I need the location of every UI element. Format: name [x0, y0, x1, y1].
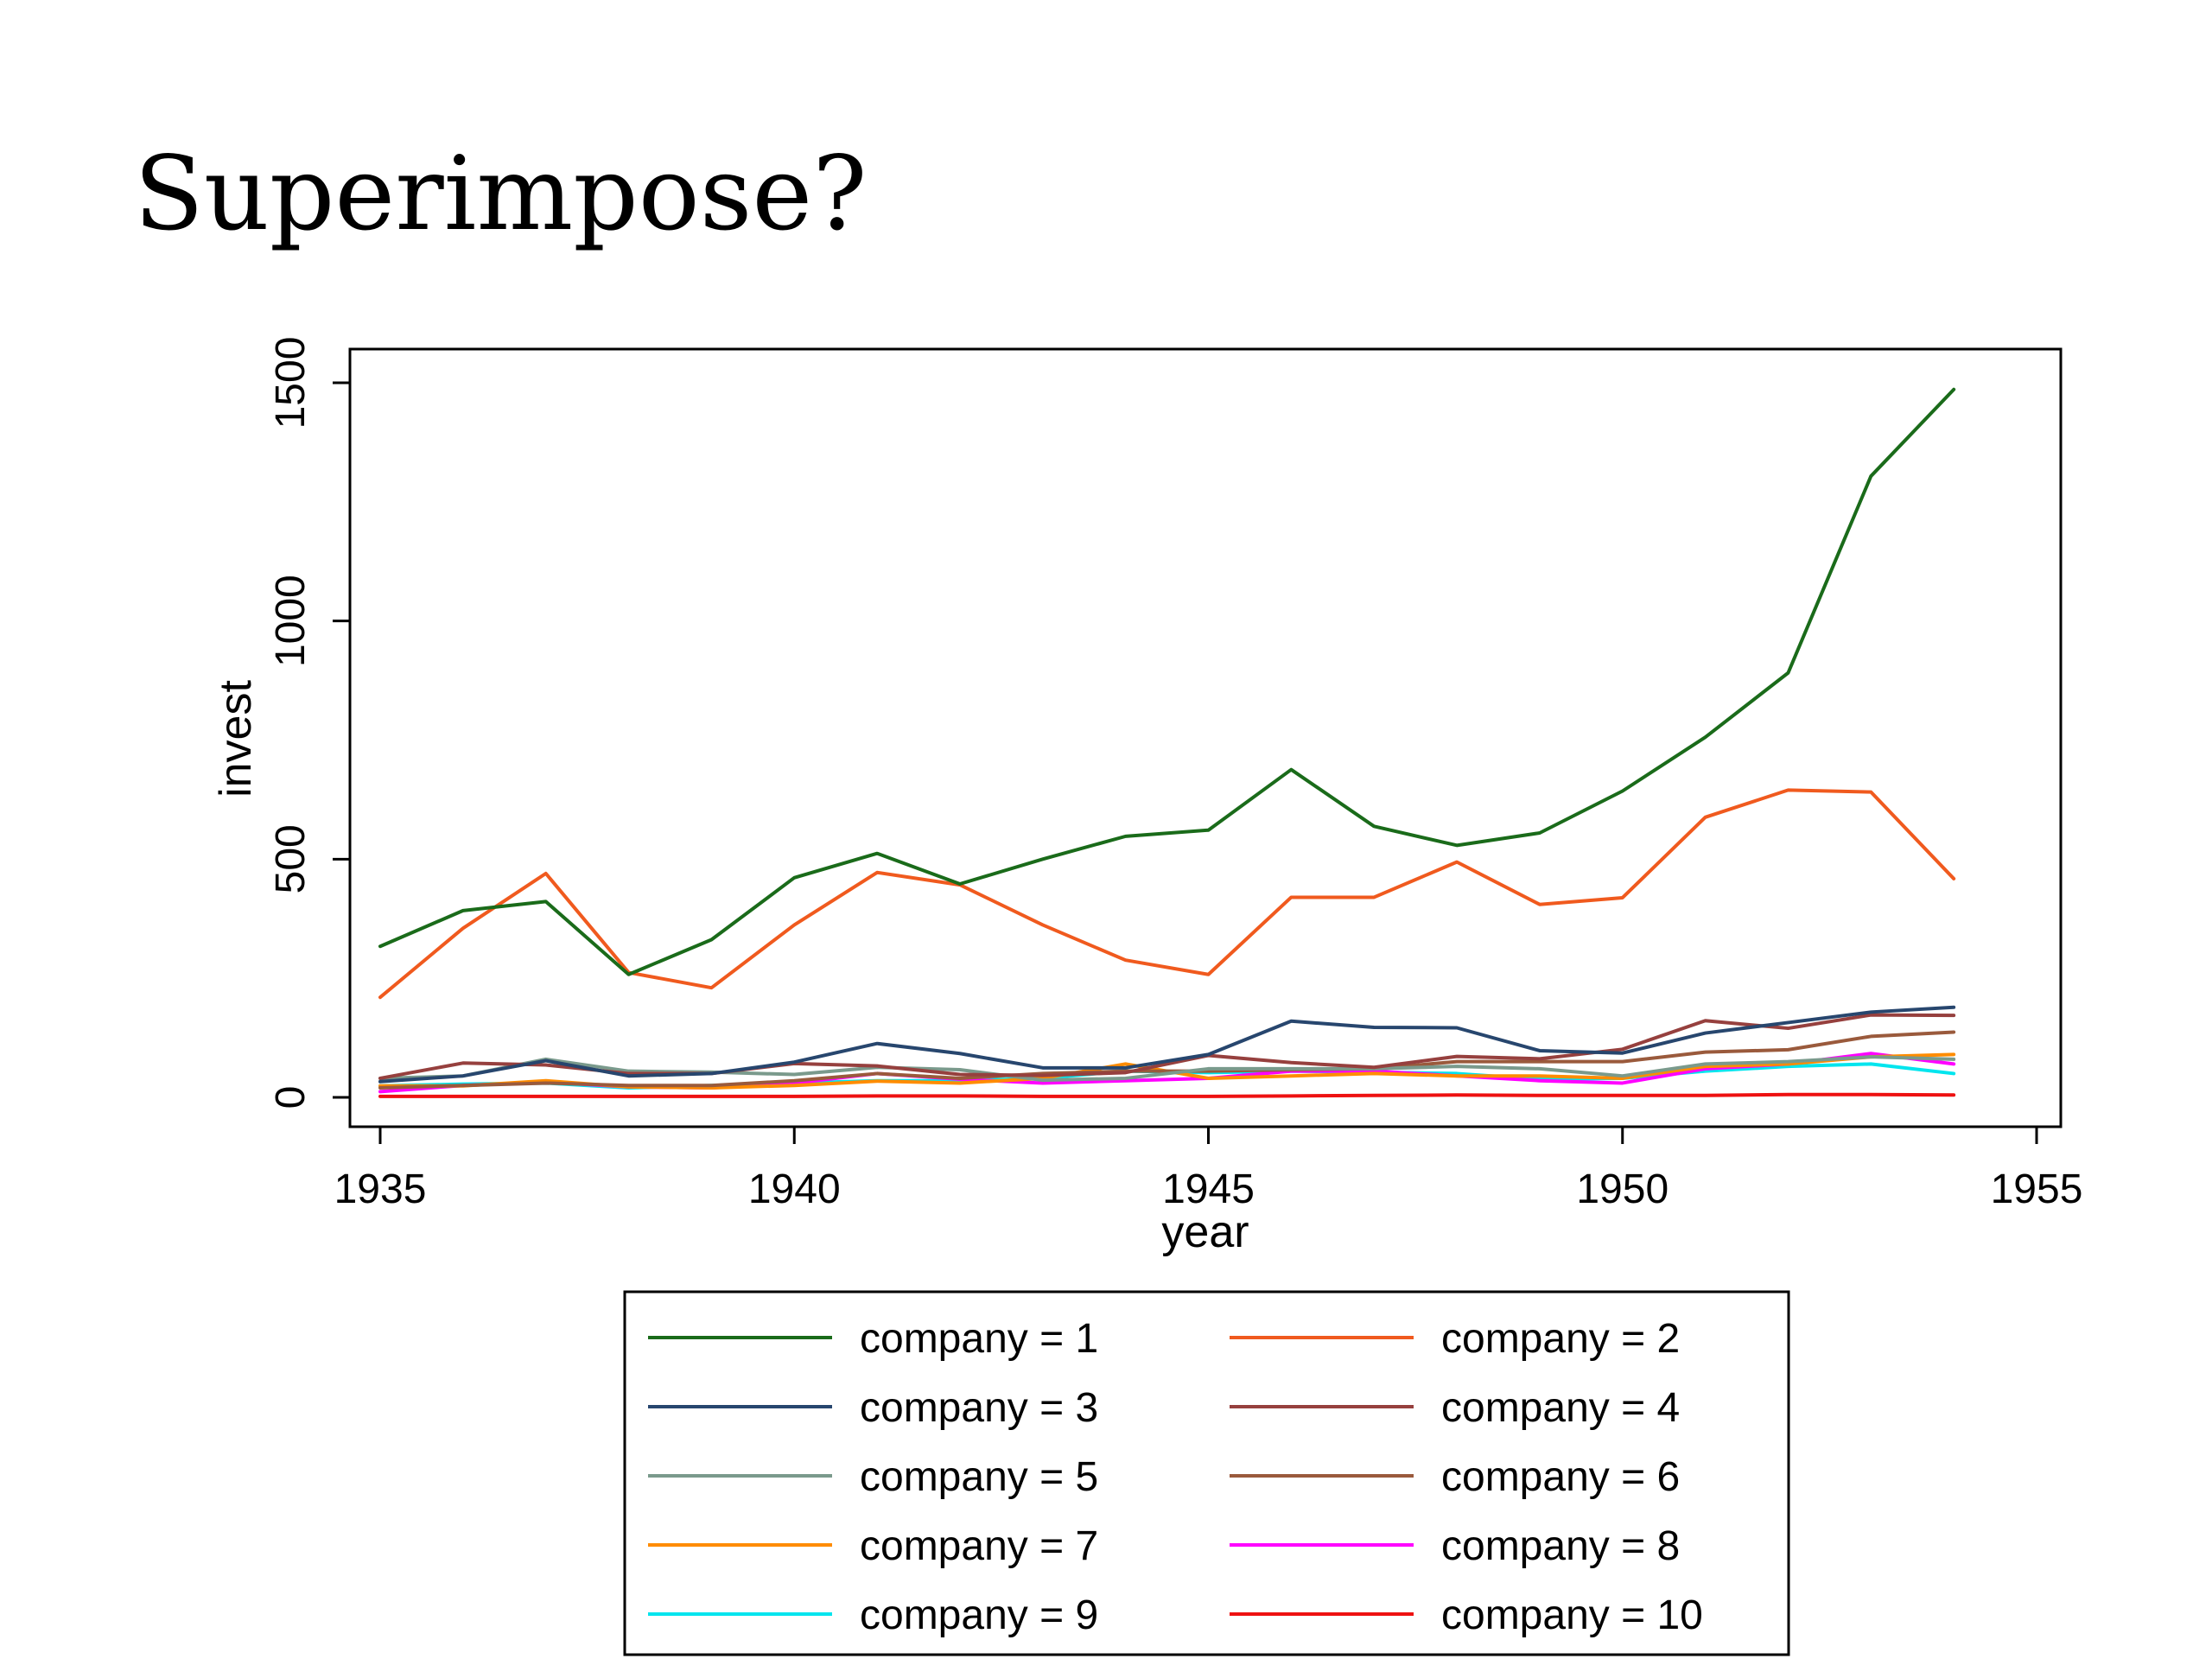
legend-label: company = 6: [1441, 1454, 1680, 1500]
legend-label: company = 10: [1441, 1592, 1703, 1638]
legend-label: company = 8: [1441, 1523, 1680, 1569]
y-tick-label: 500: [268, 824, 314, 893]
x-tick-label: 1945: [1162, 1166, 1255, 1212]
x-axis-label: year: [1161, 1207, 1249, 1257]
x-tick-label: 1955: [1991, 1166, 2083, 1212]
x-tick-label: 1935: [334, 1166, 427, 1212]
legend-label: company = 7: [860, 1523, 1098, 1569]
series-line: [378, 1055, 1956, 1083]
series-line: [378, 1092, 1956, 1098]
x-tick-label: 1950: [1576, 1166, 1669, 1212]
series-line: [378, 387, 1956, 976]
legend-label: company = 2: [1441, 1316, 1680, 1362]
series-line: [378, 1030, 1956, 1090]
y-tick-label: 1000: [268, 575, 314, 667]
x-axis: 1935 1940 1945 1950 1955: [334, 1127, 2083, 1212]
series-line: [378, 1005, 1956, 1084]
x-tick-label: 1940: [748, 1166, 841, 1212]
y-tick-label: 1500: [268, 337, 314, 429]
legend: company = 1 company = 2 company = 3 company…: [623, 1290, 1790, 1656]
series-line: [378, 788, 1956, 1000]
legend-box: [623, 1290, 1790, 1656]
series-lines: [378, 387, 1956, 1098]
legend-label: company = 1: [860, 1316, 1098, 1362]
y-axis-label: invest: [211, 680, 261, 798]
legend-label: company = 4: [1441, 1385, 1680, 1431]
legend-label: company = 5: [860, 1454, 1098, 1500]
slide-title: Superimpose?: [134, 134, 868, 253]
legend-label: company = 3: [860, 1385, 1098, 1431]
legend-label: company = 9: [860, 1592, 1098, 1638]
series-line: [378, 1013, 1956, 1080]
y-axis: 0 500 1000 1500: [268, 337, 350, 1109]
plot-frame: [348, 347, 2063, 1128]
y-tick-label: 0: [268, 1086, 314, 1109]
